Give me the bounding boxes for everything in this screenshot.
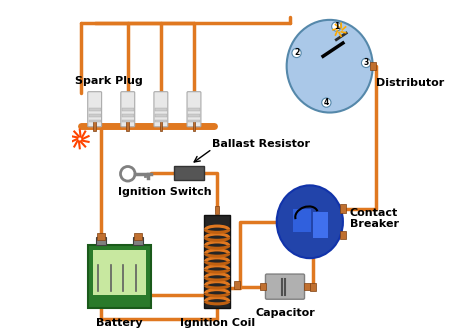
Bar <box>89 114 100 117</box>
Bar <box>122 120 134 122</box>
Bar <box>260 283 266 290</box>
Bar <box>88 245 151 308</box>
Text: 3: 3 <box>364 58 369 68</box>
Bar <box>122 114 134 117</box>
Ellipse shape <box>287 20 373 113</box>
Bar <box>93 121 96 131</box>
Bar <box>192 121 195 131</box>
Bar <box>370 62 376 71</box>
Bar <box>155 114 167 117</box>
FancyBboxPatch shape <box>265 274 304 299</box>
Bar <box>97 233 105 240</box>
Bar <box>293 209 311 232</box>
Ellipse shape <box>277 185 343 258</box>
Bar <box>133 237 143 245</box>
Bar <box>204 215 230 308</box>
FancyBboxPatch shape <box>154 92 168 127</box>
Text: 2: 2 <box>294 48 299 58</box>
Bar <box>96 237 106 245</box>
Bar <box>188 120 200 122</box>
Text: 1: 1 <box>334 22 339 31</box>
Text: Battery: Battery <box>96 318 143 328</box>
Circle shape <box>332 22 341 31</box>
Bar <box>234 281 240 289</box>
Bar <box>304 283 310 290</box>
FancyBboxPatch shape <box>121 92 135 127</box>
Bar <box>122 108 134 111</box>
Bar <box>188 114 200 117</box>
FancyBboxPatch shape <box>88 92 101 127</box>
Bar <box>155 120 167 122</box>
Bar <box>160 121 162 131</box>
Text: Ignition Switch: Ignition Switch <box>118 187 211 197</box>
FancyBboxPatch shape <box>187 92 201 127</box>
Circle shape <box>322 98 331 107</box>
Bar <box>215 206 219 214</box>
Text: Ignition Coil: Ignition Coil <box>180 318 255 328</box>
Bar <box>340 231 346 239</box>
Text: Capacitor: Capacitor <box>255 308 315 318</box>
Text: 4: 4 <box>324 98 329 107</box>
Bar <box>89 108 100 111</box>
Bar <box>134 233 142 240</box>
Text: Spark Plug: Spark Plug <box>75 76 143 86</box>
Bar <box>174 166 204 180</box>
Circle shape <box>362 58 371 68</box>
Text: Distributor: Distributor <box>376 78 444 88</box>
Bar <box>340 205 346 213</box>
Bar <box>313 212 328 238</box>
Text: Contact
Breaker: Contact Breaker <box>349 208 399 229</box>
Bar <box>127 121 129 131</box>
Bar <box>155 108 167 111</box>
Bar <box>310 282 316 291</box>
Text: Ballast Resistor: Ballast Resistor <box>212 139 310 149</box>
Bar <box>188 108 200 111</box>
Circle shape <box>292 48 301 58</box>
Bar <box>89 120 100 122</box>
Bar <box>93 250 146 295</box>
